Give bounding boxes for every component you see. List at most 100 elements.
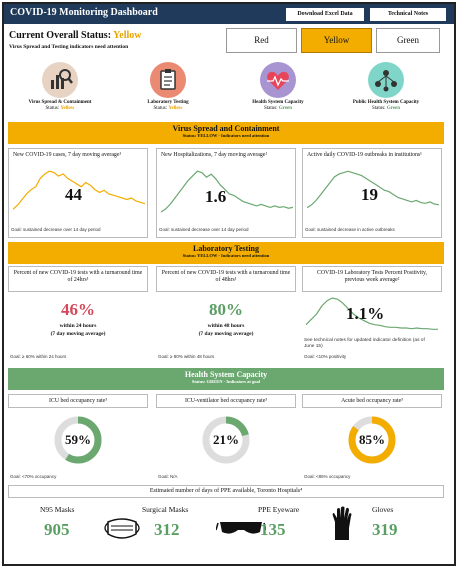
category-status: Status: Yellow [153, 106, 183, 111]
turnaround-48h-sub: within 48 hours (7 day moving average) [198, 323, 254, 338]
turnaround-24h-goal: Goal: ≥ 60% within 24 hours [10, 354, 67, 359]
icu-occupancy-goal: Goal: <70% occupancy [10, 474, 57, 479]
lab-testing-title: Laboratory Testing [192, 244, 259, 253]
turnaround-48h-header: Percent of new COVID-19 tests with a tur… [156, 266, 296, 292]
overall-status-value: Yellow [113, 30, 142, 41]
hospitalizations-card-header: New Hospitalizations, 7 day moving avera… [161, 152, 268, 158]
chart-series-line [307, 170, 439, 209]
category-label: Public Health System Capacity [352, 100, 420, 105]
overall-status-subtitle: Virus Spread and Testing indicators need… [9, 44, 129, 50]
turnaround-24h-header: Percent of new COVID-19 tests with a tur… [8, 266, 148, 292]
category-health-system[interactable]: Health System Capacity Status: Green [228, 62, 328, 111]
ppe-n95-value: 905 [44, 520, 70, 539]
top-bar: COVID-19 Monitoring Dashboard Download E… [4, 4, 454, 24]
technical-notes-button[interactable]: Technical Notes [370, 8, 446, 21]
health-capacity-status: Status: GREEN - Indicators at goal [191, 379, 261, 384]
turnaround-24h-value: 46% [61, 300, 95, 319]
percent-positivity-header: COVID-19 Laboratory Tests Percent Positi… [302, 266, 442, 292]
heart-pulse-icon [260, 62, 296, 98]
acute-bed-card[interactable]: Acute bed occupancy rate³ 85% Goal: <85%… [302, 394, 442, 482]
category-status: Status: Green [263, 106, 293, 111]
ppe-gloves-value: 319 [372, 520, 398, 539]
ppe-surgical-label: Surgical Masks [142, 505, 189, 514]
chart-series-line [161, 170, 293, 213]
percent-positivity-value: 1.1% [346, 304, 385, 323]
turnaround-24h-card[interactable]: Percent of new COVID-19 tests with a tur… [8, 266, 148, 362]
turnaround-48h-goal: Goal: ≥ 80% within 48 hours [158, 354, 215, 359]
category-label: Virus Spread & Containment [28, 100, 92, 105]
status-green-button[interactable]: Green [376, 28, 440, 53]
icu-occupancy-card[interactable]: ICU bed occupancy rate³ 59% Goal: <70% o… [8, 394, 148, 482]
lab-testing-status: Status: YELLOW - Indicators need attenti… [182, 253, 270, 258]
ppe-n95-label: N95 Masks [40, 505, 75, 514]
outbreaks-goal: Goal: sustained decrease in active outbr… [305, 227, 395, 232]
status-yellow-button[interactable]: Yellow [301, 28, 372, 53]
virus-spread-title: Virus Spread and Containment [172, 124, 280, 133]
outbreaks-card-header: Active daily COVID-19 outbreaks in insti… [307, 152, 422, 158]
icu-occupancy-value: 59% [65, 432, 91, 447]
turnaround-48h-value: 80% [209, 300, 243, 319]
ppe-title: Estimated number of days of PPE availabl… [8, 485, 444, 498]
outbreaks-value: 19 [361, 185, 378, 204]
cases-card-header: New COVID-19 cases, 7 day moving average… [13, 152, 122, 158]
acute-bed-value: 85% [359, 432, 385, 447]
dashboard-title: COVID-19 Monitoring Dashboard [10, 7, 158, 18]
glove-icon [332, 506, 352, 540]
hospitalizations-value: 1.6 [205, 187, 227, 206]
cases-chart [13, 167, 145, 215]
health-capacity-title: Health System Capacity [184, 370, 268, 379]
icu-ventilator-header: ICU-ventilator bed occupancy rate³ [156, 394, 296, 408]
overall-status-label: Current Overall Status: [9, 30, 112, 41]
goggles-icon [216, 522, 266, 534]
lab-testing-banner: Laboratory Testing Status: YELLOW - Indi… [8, 242, 444, 264]
hospitalizations-goal: Goal: sustained decrease over 14 day per… [159, 227, 249, 232]
clipboard-icon [150, 62, 186, 98]
people-network-icon [368, 62, 404, 98]
category-label: Laboratory Testing [147, 100, 189, 105]
percent-positivity-goal: Goal: <10% positivity [304, 354, 347, 359]
category-status: Status: Yellow [45, 106, 75, 111]
bar-chart-magnifier-icon [42, 62, 78, 98]
icu-ventilator-value: 21% [213, 432, 239, 447]
percent-positivity-note: See technical notes for updated indicato… [304, 338, 425, 349]
chart-series-line [13, 170, 145, 210]
cases-value: 44 [65, 185, 82, 204]
ppe-gloves-label: Gloves [372, 505, 394, 514]
category-virus-spread[interactable]: Virus Spread & Containment Status: Yello… [10, 62, 110, 111]
health-capacity-banner: Health System Capacity Status: GREEN - I… [8, 368, 444, 390]
turnaround-48h-card[interactable]: Percent of new COVID-19 tests with a tur… [156, 266, 296, 362]
outbreaks-card[interactable]: Active daily COVID-19 outbreaks in insti… [302, 148, 442, 238]
outbreaks-chart [307, 167, 439, 215]
hospitalizations-chart [161, 167, 293, 215]
percent-positivity-card[interactable]: COVID-19 Laboratory Tests Percent Positi… [302, 266, 442, 362]
donut-fill [54, 416, 102, 464]
download-excel-button[interactable]: Download Excel Data [286, 8, 364, 21]
percent-positivity-chart [306, 294, 438, 338]
acute-bed-donut: 85% [348, 416, 396, 464]
category-status: Status: Green [371, 106, 401, 111]
donut-fill [202, 416, 250, 464]
cases-card[interactable]: New COVID-19 cases, 7 day moving average… [8, 148, 148, 238]
acute-bed-header: Acute bed occupancy rate³ [302, 394, 442, 408]
icu-occupancy-donut: 59% [54, 416, 102, 464]
status-red-button[interactable]: Red [226, 28, 297, 53]
ppe-eyeware-label: PPE Eyeware [258, 505, 300, 514]
turnaround-24h-sub: within 24 hours (7 day moving average) [50, 323, 106, 338]
category-public-health[interactable]: Public Health System Capacity Status: Gr… [336, 62, 436, 111]
cases-goal: Goal: sustained decrease over 14 day per… [11, 227, 101, 232]
virus-spread-banner: Virus Spread and Containment Status: YEL… [8, 122, 444, 144]
donut-fill [348, 416, 396, 464]
ppe-surgical-value: 312 [154, 520, 180, 539]
icu-occupancy-header: ICU bed occupancy rate³ [8, 394, 148, 408]
overall-status: Current Overall Status: Yellow [9, 30, 142, 41]
icu-ventilator-goal: Goal: N/A [158, 474, 178, 479]
icu-ventilator-card[interactable]: ICU-ventilator bed occupancy rate³ 21% G… [156, 394, 296, 482]
virus-spread-status: Status: YELLOW - Indicators need attenti… [182, 133, 270, 138]
category-lab-testing[interactable]: Laboratory Testing Status: Yellow [118, 62, 218, 111]
category-label: Health System Capacity [252, 100, 304, 105]
surgical-mask-icon [104, 518, 140, 539]
icu-ventilator-donut: 21% [202, 416, 250, 464]
hospitalizations-card[interactable]: New Hospitalizations, 7 day moving avera… [156, 148, 296, 238]
acute-bed-goal: Goal: <85% occupancy [304, 474, 351, 479]
ppe-eyeware-value: 135 [260, 520, 286, 539]
